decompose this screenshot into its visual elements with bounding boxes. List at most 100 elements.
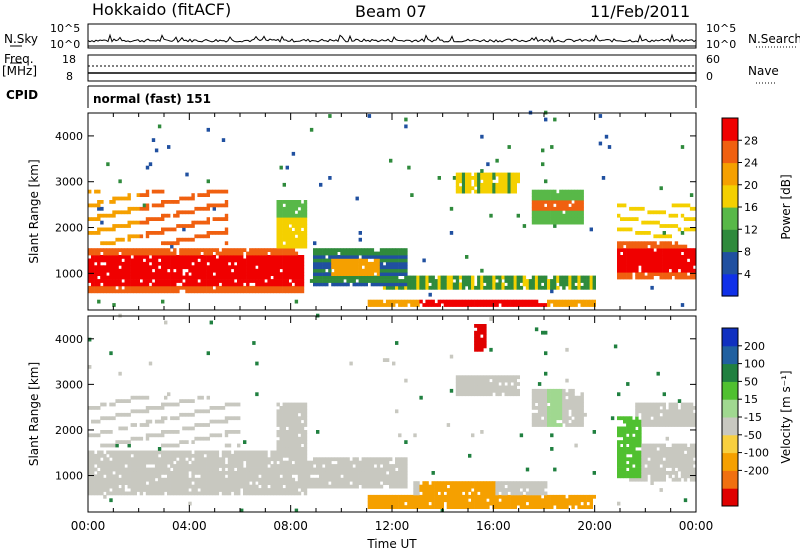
heatmap-cell [632, 457, 636, 462]
heatmap-cell [145, 206, 150, 211]
heatmap-cell [480, 491, 484, 496]
heatmap-cell [373, 255, 378, 259]
heatmap-cell [556, 196, 560, 201]
heatmap-cell [553, 196, 557, 201]
heatmap-cell [440, 279, 444, 283]
heatmap-cell [537, 285, 542, 290]
heatmap-cell [276, 272, 280, 276]
heatmap-cell [115, 282, 119, 287]
heatmap-cell [161, 251, 165, 256]
heatmap-cell [468, 505, 472, 509]
heatmap-cell [577, 220, 581, 225]
heatmap-cell [294, 433, 299, 438]
heatmap-cell [644, 248, 648, 252]
heatmap-cell [322, 484, 326, 489]
heatmap-cell [510, 279, 514, 283]
heatmap-cell [568, 210, 572, 215]
heatmap-cell [303, 213, 308, 218]
heatmap-cell [489, 172, 493, 177]
heatmap-cell [276, 433, 280, 438]
heatmap-cell [461, 388, 466, 393]
heatmap-cell [458, 385, 463, 390]
heatmap-cell [562, 279, 566, 283]
heatmap-cell [151, 261, 156, 266]
heatmap-cell [465, 491, 469, 496]
heatmap-cell [291, 151, 296, 156]
heatmap-cell [507, 189, 511, 194]
heatmap-cell [537, 217, 542, 221]
heatmap-cell [279, 258, 283, 263]
heatmap-cell [109, 464, 113, 468]
heatmap-cell [224, 279, 229, 283]
heatmap-cell [112, 272, 116, 276]
heatmap-cell [398, 268, 402, 273]
heatmap-cell [665, 258, 669, 263]
heatmap-cell [109, 467, 113, 472]
heatmap-cell [148, 474, 153, 479]
heatmap-cell [249, 275, 253, 280]
heatmap-cell [389, 484, 393, 489]
heatmap-cell [294, 412, 299, 417]
heatmap-cell [97, 457, 101, 462]
heatmap-cell [164, 453, 168, 458]
heatmap-cell [355, 460, 359, 465]
heatmap-cell [316, 248, 320, 252]
heatmap-cell [261, 268, 265, 273]
heatmap-cell [285, 265, 289, 270]
heatmap-cell [267, 467, 271, 472]
heatmap-cell [224, 258, 229, 263]
heatmap-cell [285, 440, 289, 444]
heatmap-cell [343, 251, 347, 256]
heatmap-cell [376, 494, 381, 499]
heatmap-cell [547, 395, 551, 400]
heatmap-cell [270, 258, 274, 263]
heatmap-cell [629, 426, 633, 431]
heatmap-cell [583, 282, 587, 287]
heatmap-cell [258, 471, 262, 475]
heatmap-cell [182, 474, 186, 479]
heatmap-cell [483, 481, 487, 485]
heatmap-cell [422, 275, 426, 280]
heatmap-cell [224, 453, 229, 458]
heatmap-cell [179, 481, 183, 485]
heatmap-cell [297, 220, 302, 225]
heatmap-cell [258, 460, 262, 465]
heatmap-cell [346, 474, 350, 479]
heatmap-cell [288, 412, 292, 417]
heatmap-cell [419, 501, 423, 506]
heatmap-cell [319, 474, 323, 479]
heatmap-cell [352, 261, 356, 266]
heatmap-cell [212, 471, 216, 475]
heatmap-cell [629, 275, 633, 280]
heatmap-cell [541, 423, 545, 427]
heatmap-cell [480, 375, 484, 380]
heatmap-cell [133, 265, 137, 270]
heatmap-cell [300, 241, 305, 246]
heatmap-cell [531, 501, 536, 506]
heatmap-cell [629, 244, 633, 249]
heatmap-cell [170, 244, 174, 249]
heatmap-cell [270, 285, 274, 290]
heatmap-cell [471, 481, 475, 485]
heatmap-cell [97, 299, 101, 304]
heatmap-cell [531, 213, 536, 218]
heatmap-cell [121, 275, 125, 280]
heatmap-cell [124, 265, 128, 270]
heatmap-cell [446, 303, 451, 307]
heatmap-cell [151, 481, 156, 485]
heatmap-cell [653, 261, 657, 266]
heatmap-cell [474, 382, 478, 386]
heatmap-cell [237, 460, 241, 465]
heatmap-cell [455, 282, 460, 287]
heatmap-cell [641, 258, 645, 263]
heatmap-cell [574, 285, 578, 290]
heatmap-cell [373, 258, 378, 263]
heatmap-cell [94, 279, 98, 283]
heatmap-cell [273, 474, 277, 479]
heatmap-cell [376, 481, 381, 485]
heatmap-cell [215, 491, 220, 496]
heatmap-cell [136, 258, 140, 263]
heatmap-cell [267, 265, 271, 270]
heatmap-cell [240, 477, 244, 482]
heatmap-cell [349, 265, 353, 270]
